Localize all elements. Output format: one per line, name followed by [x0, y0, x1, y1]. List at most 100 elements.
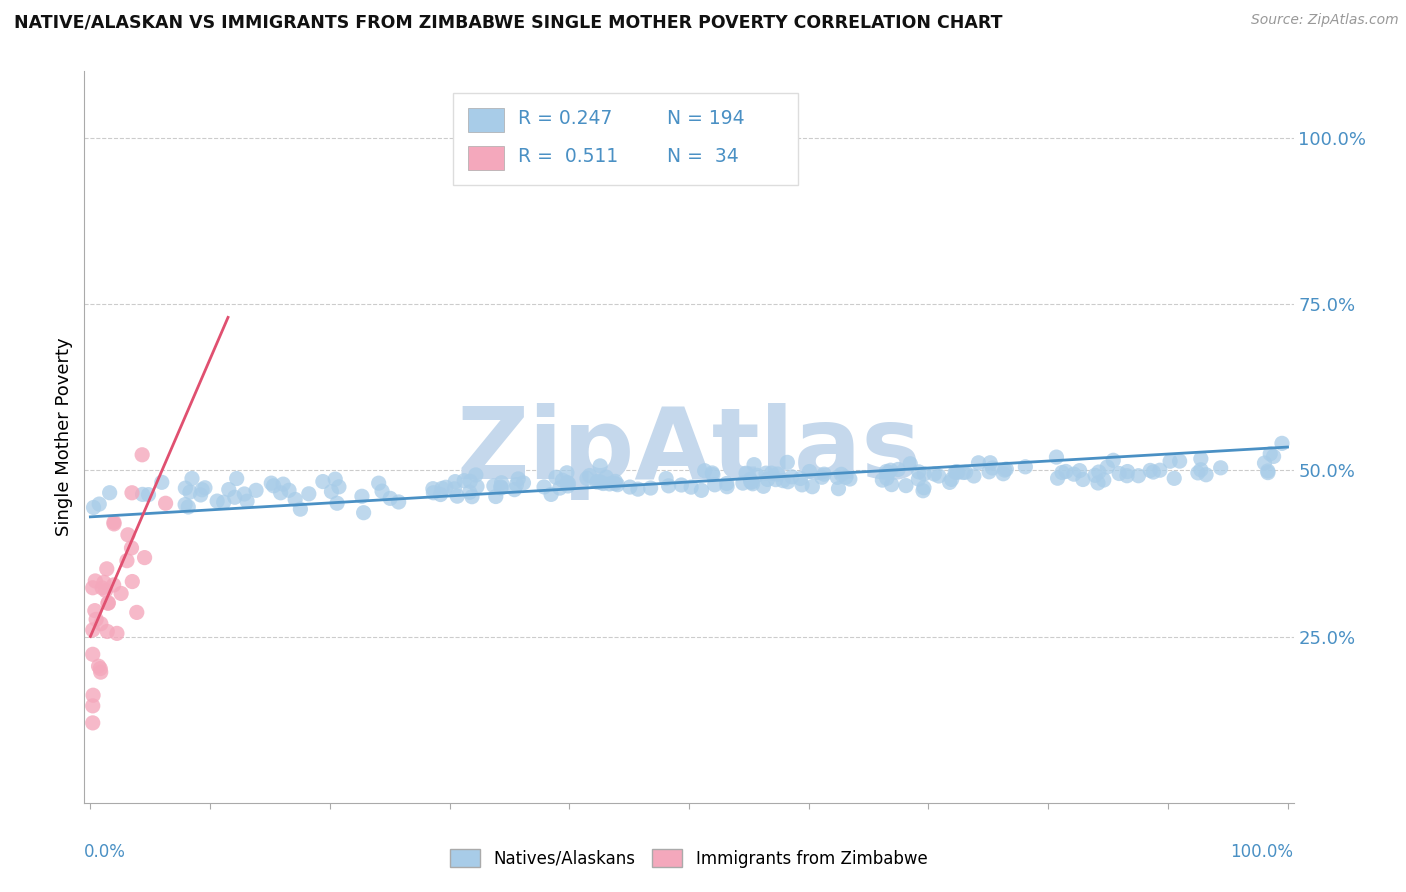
Point: [879, 463, 901, 477]
Point: [150, 475, 173, 490]
Point: [894, 478, 917, 492]
Point: [270, 485, 292, 500]
Text: R =  0.511: R = 0.511: [519, 147, 619, 167]
Point: [1149, 463, 1171, 477]
Point: [1257, 466, 1279, 480]
Point: [827, 482, 849, 496]
Point: [1108, 467, 1130, 481]
Point: [640, 481, 662, 495]
Point: [380, 491, 402, 506]
Point: [84, 574, 107, 588]
Point: [1159, 454, 1181, 468]
Point: [446, 489, 468, 503]
Point: [979, 456, 1001, 470]
Point: [681, 480, 703, 494]
Point: [512, 475, 534, 490]
Point: [575, 471, 598, 485]
Point: [505, 477, 527, 491]
Point: [755, 466, 778, 480]
Point: [453, 474, 475, 488]
Point: [588, 474, 610, 488]
Point: [1209, 460, 1232, 475]
Point: [367, 476, 389, 491]
Point: [799, 465, 821, 479]
FancyBboxPatch shape: [453, 94, 797, 185]
Point: [875, 465, 897, 479]
Point: [278, 483, 301, 498]
Point: [503, 483, 526, 497]
Point: [90, 616, 112, 631]
Point: [578, 468, 600, 483]
Point: [907, 472, 929, 486]
Point: [766, 467, 789, 481]
Point: [952, 466, 974, 480]
Point: [1046, 471, 1069, 485]
Point: [131, 487, 153, 501]
Point: [789, 471, 811, 485]
Point: [117, 528, 139, 542]
Point: [89, 497, 111, 511]
Point: [1084, 468, 1107, 483]
Point: [1087, 475, 1109, 490]
Point: [1069, 464, 1091, 478]
Point: [290, 502, 312, 516]
Point: [174, 498, 197, 512]
Point: [776, 455, 799, 469]
Point: [907, 465, 929, 479]
Point: [430, 482, 453, 496]
Point: [703, 478, 725, 492]
Point: [82, 648, 104, 662]
Point: [1139, 463, 1161, 477]
Point: [741, 476, 763, 491]
Point: [1014, 459, 1036, 474]
Point: [485, 490, 508, 504]
Point: [260, 476, 283, 491]
Point: [876, 471, 898, 485]
Point: [205, 494, 228, 508]
Point: [134, 550, 156, 565]
FancyBboxPatch shape: [468, 146, 503, 170]
Point: [82, 688, 104, 702]
Point: [82, 715, 104, 730]
Point: [1253, 456, 1275, 470]
Point: [1189, 451, 1212, 466]
Point: [1071, 473, 1094, 487]
Point: [605, 475, 627, 489]
Point: [1116, 465, 1139, 479]
Point: [599, 476, 621, 491]
Point: [98, 485, 121, 500]
Point: [103, 516, 125, 530]
Point: [179, 485, 201, 500]
Point: [83, 604, 105, 618]
Point: [540, 487, 562, 501]
Point: [963, 469, 986, 483]
Point: [619, 480, 641, 494]
Point: [928, 469, 950, 483]
Point: [827, 470, 849, 484]
Point: [658, 479, 681, 493]
Point: [194, 481, 217, 495]
Point: [555, 475, 578, 490]
Point: [1187, 466, 1209, 480]
Point: [236, 494, 259, 508]
Point: [1128, 468, 1150, 483]
Point: [105, 626, 128, 640]
Point: [941, 472, 963, 486]
Point: [429, 487, 451, 501]
Point: [735, 467, 758, 481]
Point: [752, 479, 775, 493]
Point: [174, 481, 197, 495]
Point: [772, 474, 794, 488]
Point: [811, 470, 834, 484]
Point: [977, 465, 1000, 479]
Point: [371, 484, 394, 499]
Point: [702, 466, 724, 480]
Point: [458, 475, 481, 489]
Point: [115, 554, 138, 568]
Point: [103, 578, 125, 592]
Point: [138, 488, 160, 502]
Point: [671, 478, 693, 492]
Point: [1263, 450, 1285, 464]
Text: N =  34: N = 34: [668, 147, 740, 167]
Point: [321, 484, 343, 499]
